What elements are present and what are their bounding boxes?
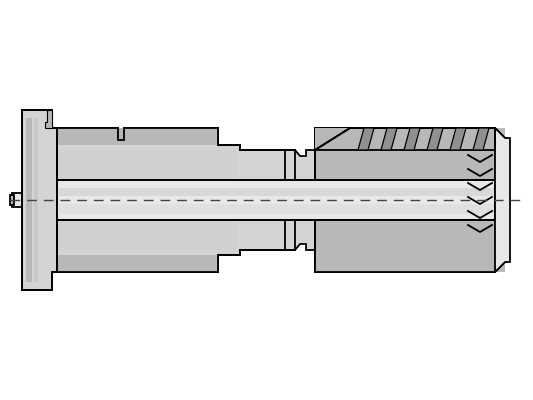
Bar (26, 118, 32, 282)
Bar (34, 118, 38, 282)
Polygon shape (404, 128, 420, 150)
Polygon shape (450, 128, 466, 150)
Polygon shape (315, 128, 505, 180)
Bar (57, 180, 495, 220)
Polygon shape (358, 128, 374, 150)
Polygon shape (495, 128, 510, 272)
Polygon shape (315, 128, 350, 150)
Bar (57, 204, 495, 214)
Polygon shape (285, 150, 315, 180)
Polygon shape (57, 220, 295, 272)
Bar (57, 188, 495, 196)
Polygon shape (427, 128, 443, 150)
Bar (315, 220, 505, 272)
Polygon shape (22, 110, 57, 290)
Bar (315, 128, 505, 180)
Polygon shape (285, 220, 315, 250)
Bar (57, 150, 238, 180)
Polygon shape (10, 195, 14, 205)
Polygon shape (315, 128, 495, 150)
Bar (57, 128, 218, 145)
Polygon shape (57, 128, 295, 180)
Bar (57, 255, 218, 272)
Polygon shape (12, 193, 22, 207)
Polygon shape (45, 110, 52, 128)
Bar (57, 220, 238, 250)
Polygon shape (381, 128, 397, 150)
Polygon shape (315, 220, 505, 272)
Polygon shape (473, 128, 489, 150)
